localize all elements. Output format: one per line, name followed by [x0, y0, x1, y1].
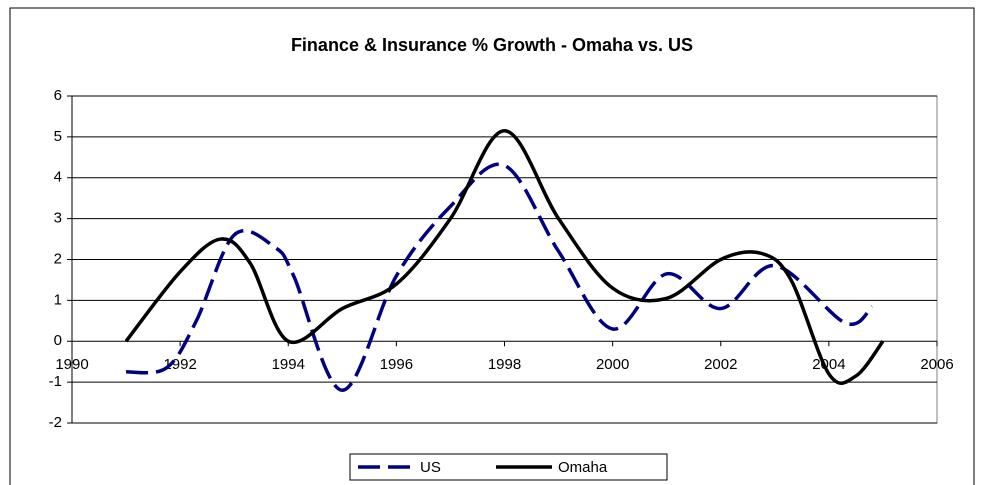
x-tick-label: 1996 [380, 356, 413, 373]
x-tick-label: 1994 [272, 356, 305, 373]
x-tick-label: 2000 [596, 356, 629, 373]
series-line [125, 162, 874, 393]
y-tick-label: -1 [49, 373, 62, 390]
x-tick-label: 1998 [488, 356, 521, 373]
x-tick-label: 2006 [920, 356, 953, 373]
legend-label: US [420, 459, 441, 476]
y-tick-label: 0 [54, 332, 62, 349]
y-tick-label: 2 [54, 250, 62, 267]
y-tick-label: -2 [49, 414, 62, 431]
x-tick-label: 1990 [55, 356, 88, 373]
chart-title: Finance & Insurance % Growth - Omaha vs.… [291, 35, 693, 55]
y-tick-label: 4 [54, 169, 62, 186]
legend-label: Omaha [558, 459, 608, 476]
y-tick-label: 1 [54, 291, 62, 308]
y-tick-label: 3 [54, 210, 62, 227]
series-line [124, 128, 885, 385]
x-tick-label: 2002 [704, 356, 737, 373]
x-tick-label: 1992 [163, 356, 196, 373]
y-tick-label: 6 [54, 87, 62, 104]
y-tick-label: 5 [54, 128, 62, 145]
